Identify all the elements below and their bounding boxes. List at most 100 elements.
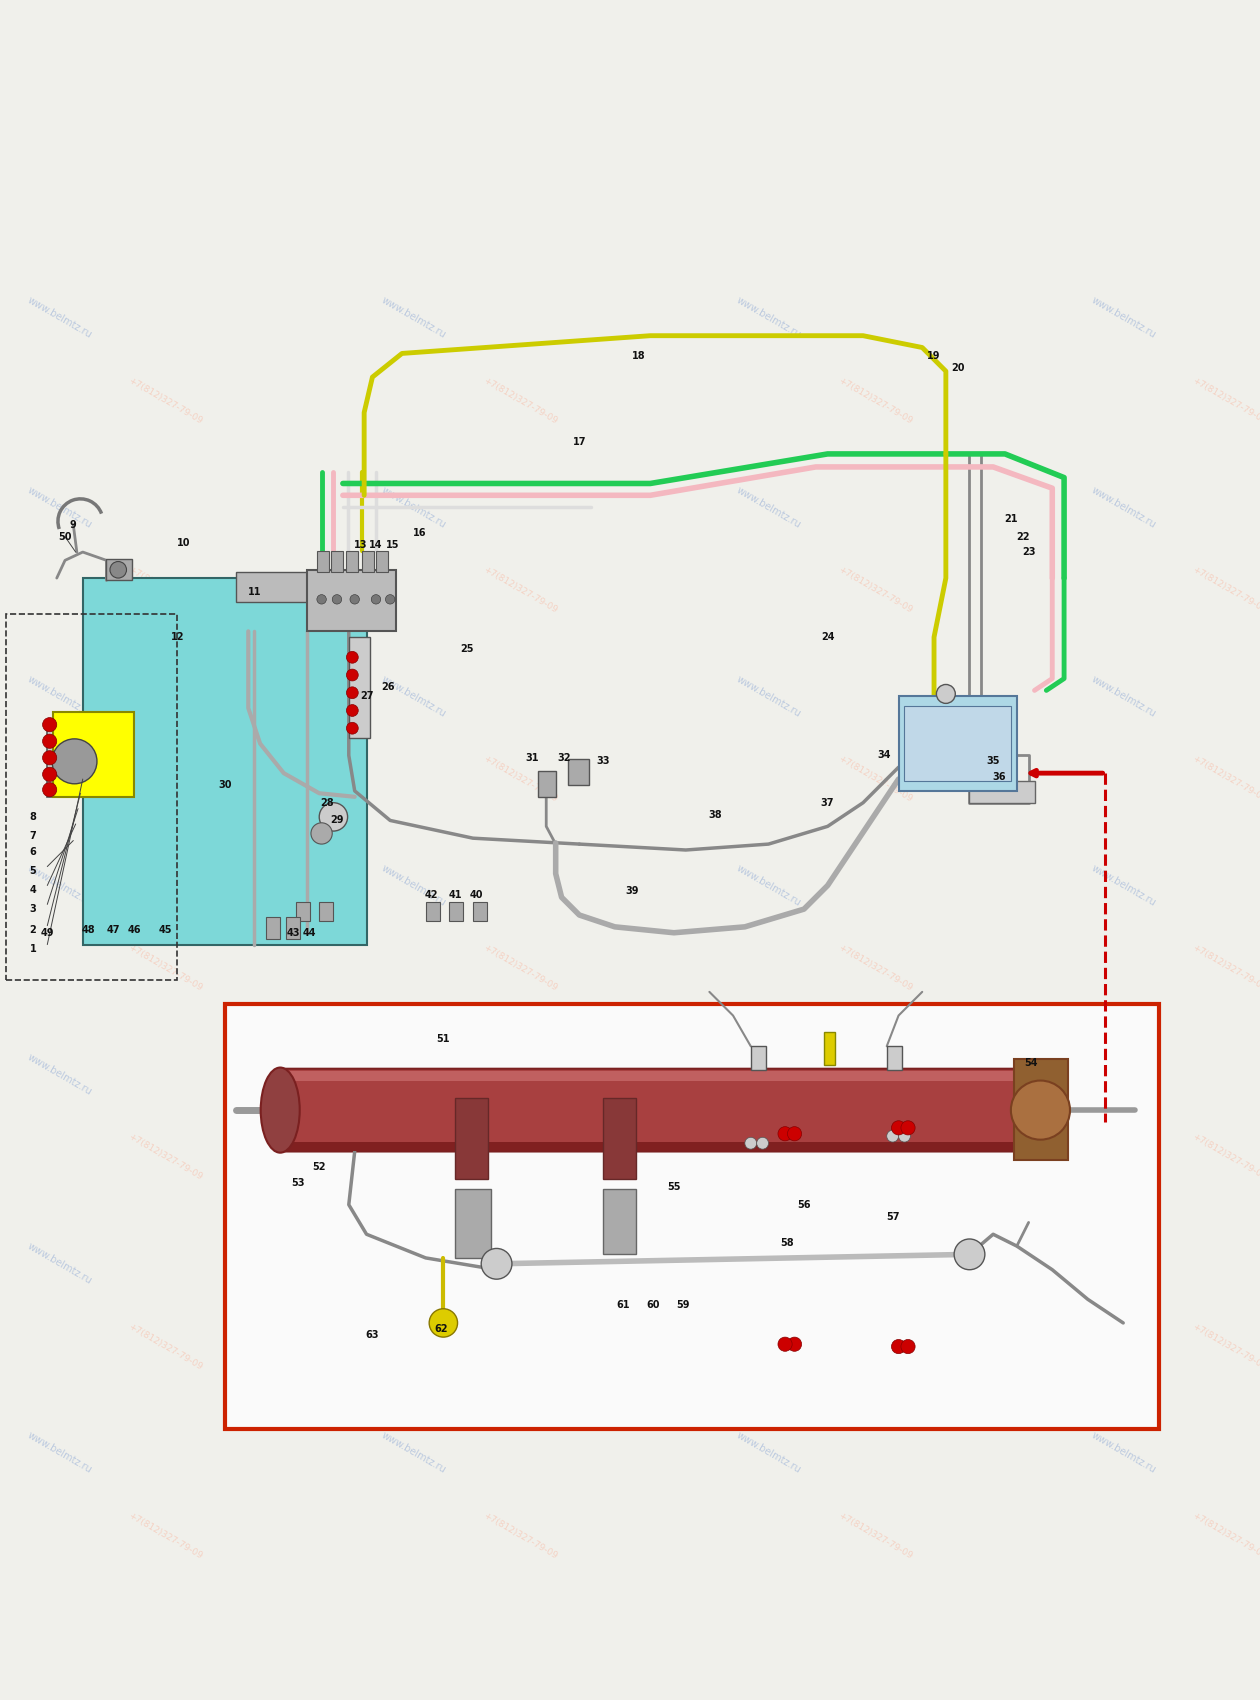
Text: www.belmtz.ru: www.belmtz.ru — [379, 1430, 447, 1476]
Text: www.belmtz.ru: www.belmtz.ru — [25, 673, 93, 719]
Text: 2: 2 — [30, 925, 37, 935]
Circle shape — [745, 1137, 757, 1149]
Text: +7(812)327-79-09: +7(812)327-79-09 — [127, 755, 204, 804]
Text: +7(812)327-79-09: +7(812)327-79-09 — [481, 1321, 559, 1372]
Text: +7(812)327-79-09: +7(812)327-79-09 — [1191, 1132, 1260, 1182]
Bar — [604, 1190, 636, 1255]
Bar — [286, 918, 300, 938]
Text: 44: 44 — [302, 928, 316, 938]
Bar — [450, 903, 464, 921]
Text: www.belmtz.ru: www.belmtz.ru — [1089, 864, 1157, 908]
Text: 37: 37 — [820, 797, 834, 808]
Text: +7(812)327-79-09: +7(812)327-79-09 — [481, 376, 559, 425]
Bar — [455, 1190, 490, 1258]
Circle shape — [892, 1340, 906, 1353]
Text: 19: 19 — [927, 350, 941, 360]
Text: 27: 27 — [360, 692, 373, 702]
Text: 41: 41 — [449, 889, 462, 899]
Ellipse shape — [261, 1068, 300, 1153]
Text: www.belmtz.ru: www.belmtz.ru — [1089, 484, 1157, 530]
Text: 32: 32 — [557, 753, 571, 763]
Circle shape — [887, 1130, 898, 1142]
Bar — [316, 551, 329, 573]
Polygon shape — [278, 1069, 1034, 1151]
Text: 59: 59 — [677, 1300, 690, 1311]
Text: 55: 55 — [668, 1182, 680, 1192]
Circle shape — [372, 595, 381, 604]
Text: 11: 11 — [247, 586, 261, 597]
Text: 7: 7 — [30, 831, 37, 842]
Bar — [567, 758, 588, 785]
Text: www.belmtz.ru: www.belmtz.ru — [735, 1430, 803, 1476]
Text: 23: 23 — [1022, 547, 1036, 558]
Bar — [307, 570, 396, 631]
Text: 47: 47 — [107, 925, 120, 935]
Text: +7(812)327-79-09: +7(812)327-79-09 — [481, 1511, 559, 1561]
Circle shape — [346, 704, 358, 716]
Circle shape — [954, 1239, 985, 1270]
Circle shape — [333, 595, 341, 604]
Bar — [296, 903, 310, 921]
Text: +7(812)327-79-09: +7(812)327-79-09 — [837, 755, 914, 804]
Text: www.belmtz.ru: www.belmtz.ru — [379, 1052, 447, 1096]
Text: www.belmtz.ru: www.belmtz.ru — [25, 484, 93, 530]
Bar — [346, 551, 358, 573]
Bar — [1014, 1059, 1067, 1159]
Text: +7(812)327-79-09: +7(812)327-79-09 — [127, 376, 204, 425]
Text: 53: 53 — [291, 1178, 305, 1188]
Bar — [237, 573, 319, 602]
Bar — [969, 782, 1034, 802]
Text: 16: 16 — [413, 529, 426, 539]
Bar — [824, 1032, 834, 1066]
Text: www.belmtz.ru: www.belmtz.ru — [379, 1241, 447, 1287]
Text: 63: 63 — [365, 1329, 379, 1340]
Text: 52: 52 — [312, 1161, 326, 1171]
Text: www.belmtz.ru: www.belmtz.ru — [379, 864, 447, 908]
Bar — [48, 726, 125, 797]
Bar — [278, 1142, 1018, 1151]
Circle shape — [350, 595, 359, 604]
Text: 33: 33 — [596, 756, 610, 767]
Text: 57: 57 — [886, 1212, 900, 1222]
Circle shape — [892, 1120, 906, 1136]
Bar — [349, 638, 370, 738]
Bar — [375, 551, 388, 573]
Text: 61: 61 — [616, 1300, 630, 1311]
Text: 62: 62 — [435, 1324, 447, 1334]
Text: 43: 43 — [286, 928, 300, 938]
Circle shape — [430, 1309, 457, 1338]
Text: +7(812)327-79-09: +7(812)327-79-09 — [837, 1132, 914, 1182]
Text: 18: 18 — [631, 350, 645, 360]
Text: 20: 20 — [951, 362, 964, 372]
Circle shape — [788, 1127, 801, 1141]
Text: www.belmtz.ru: www.belmtz.ru — [1089, 296, 1157, 340]
Text: +7(812)327-79-09: +7(812)327-79-09 — [1191, 1511, 1260, 1561]
Circle shape — [43, 767, 57, 782]
Circle shape — [43, 717, 57, 731]
Circle shape — [346, 670, 358, 682]
Text: 56: 56 — [798, 1200, 810, 1210]
Text: 9: 9 — [69, 520, 77, 530]
Circle shape — [52, 740, 97, 784]
Bar — [905, 706, 1011, 782]
Text: www.belmtz.ru: www.belmtz.ru — [379, 673, 447, 719]
Text: 54: 54 — [1024, 1057, 1038, 1068]
Bar — [106, 559, 132, 580]
Text: www.belmtz.ru: www.belmtz.ru — [1089, 673, 1157, 719]
Text: 29: 29 — [330, 816, 344, 826]
Text: 4: 4 — [30, 886, 37, 896]
Bar — [751, 1046, 766, 1069]
Circle shape — [901, 1340, 915, 1353]
Text: 8: 8 — [30, 813, 37, 821]
Text: +7(812)327-79-09: +7(812)327-79-09 — [127, 944, 204, 993]
Text: +7(812)327-79-09: +7(812)327-79-09 — [481, 755, 559, 804]
Text: +7(812)327-79-09: +7(812)327-79-09 — [837, 1511, 914, 1561]
Text: www.belmtz.ru: www.belmtz.ru — [1089, 1052, 1157, 1096]
Text: +7(812)327-79-09: +7(812)327-79-09 — [837, 944, 914, 993]
Circle shape — [901, 1120, 915, 1136]
Text: www.belmtz.ru: www.belmtz.ru — [379, 484, 447, 530]
Bar — [426, 903, 440, 921]
Text: 14: 14 — [369, 541, 383, 551]
Text: www.belmtz.ru: www.belmtz.ru — [379, 296, 447, 340]
Bar — [472, 903, 488, 921]
